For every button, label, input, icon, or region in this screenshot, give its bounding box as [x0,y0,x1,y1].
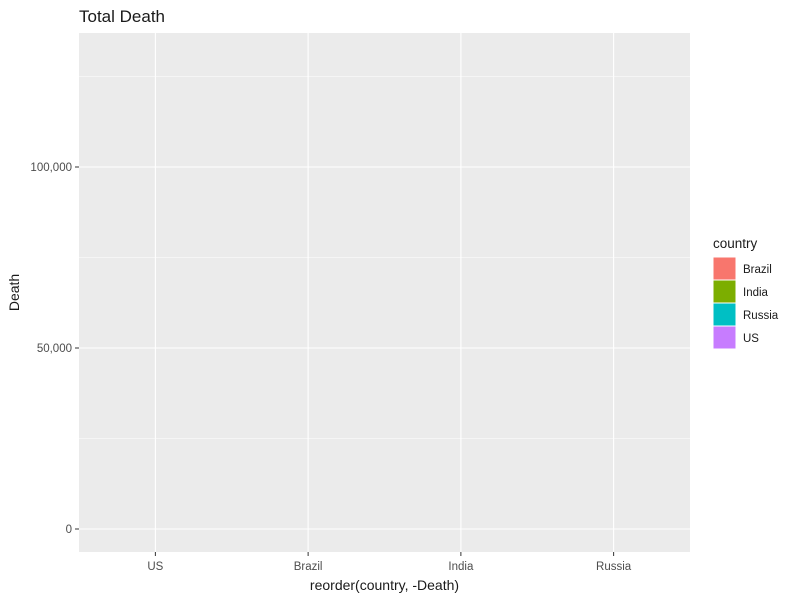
legend-title: country [713,236,758,251]
y-tick-label: 50,000 [37,343,72,355]
legend-key-india [712,279,737,304]
y-axis-title: Death [6,274,22,311]
legend-label-russia: Russia [743,310,779,322]
y-axis: 0 50,000 100,000 [30,162,79,536]
grid-minor [79,76,690,439]
legend: country Brazil India Russia US [712,236,779,350]
grid-major [79,33,690,552]
legend-key-us [712,325,737,350]
chart-title: Total Death [79,7,165,26]
x-axis-title: reorder(country, -Death) [310,577,459,593]
plot-panel [79,33,690,552]
x-tick-label-india: India [448,561,474,573]
y-tick-label: 100,000 [30,162,72,174]
legend-key-russia [712,302,737,327]
y-tick-label: 0 [66,524,72,536]
x-tick-label-us: US [147,561,163,573]
x-tick-label-russia: Russia [596,561,632,573]
legend-key-brazil [712,256,737,281]
x-tick-label-brazil: Brazil [294,561,323,573]
legend-label-brazil: Brazil [743,264,772,276]
x-axis: US Brazil India Russia [147,552,632,573]
legend-label-india: India [743,287,769,299]
legend-label-us: US [743,333,759,345]
